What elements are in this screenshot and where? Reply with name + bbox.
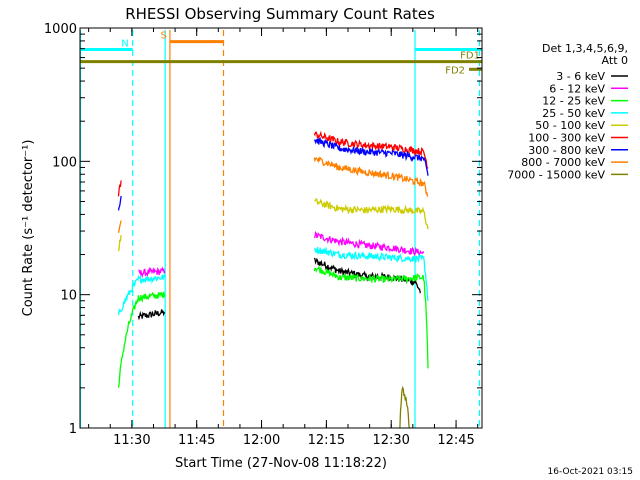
series-line-6-12-kev bbox=[138, 266, 166, 279]
series-line-12-25-kev bbox=[117, 291, 166, 388]
x-tick-label: 12:00 bbox=[243, 433, 280, 448]
annotation-spans: N S FD1 FD2 bbox=[80, 31, 482, 76]
annotation-label-n: N bbox=[121, 38, 128, 49]
series-line-50-100-kev bbox=[314, 198, 429, 230]
series-line-50-100-kev bbox=[117, 234, 122, 252]
annotation-label-fd2: FD2 bbox=[445, 65, 465, 76]
series-line-800-7000-kev bbox=[313, 156, 429, 197]
legend-label-12-25-kev: 12 - 25 keV bbox=[542, 95, 605, 108]
series-line-100-300-kev bbox=[313, 130, 429, 170]
series-line-6-12-kev bbox=[313, 230, 425, 258]
series-line-300-800-kev bbox=[117, 195, 122, 211]
legend-label-6-12-kev: 6 - 12 keV bbox=[549, 82, 605, 95]
series-line-12-25-kev bbox=[313, 265, 429, 369]
series-layer bbox=[117, 130, 429, 429]
legend-label-800-7000-kev: 800 - 7000 keV bbox=[521, 156, 605, 169]
legend-label-50-100-kev: 50 - 100 keV bbox=[535, 119, 605, 132]
y-tick-label: 1 bbox=[69, 422, 77, 437]
annotation-label-s: S bbox=[161, 31, 167, 42]
legend-header-line-2: Att 0 bbox=[602, 54, 628, 67]
y-axis-label: Count Rate (s⁻¹ detector⁻¹) bbox=[21, 140, 36, 317]
series-line-7000-15000-kev bbox=[399, 385, 411, 429]
footer-timestamp: 16-Oct-2021 03:15 bbox=[548, 467, 633, 477]
x-axis-label: Start Time (27-Nov-08 11:18:22) bbox=[175, 456, 387, 471]
chart-title: RHESSI Observing Summary Count Rates bbox=[125, 5, 435, 23]
y-tick-label: 10 bbox=[60, 289, 77, 304]
series-line-3-6-kev bbox=[137, 309, 166, 321]
series-line-800-7000-kev bbox=[117, 220, 122, 233]
plot-frame bbox=[79, 27, 483, 429]
annotation-label-fd1: FD1 bbox=[460, 51, 480, 62]
y-axis: 1 10 100 1000 bbox=[44, 22, 482, 437]
y-tick-label: 1000 bbox=[44, 22, 77, 37]
x-tick-label: 12:30 bbox=[372, 433, 409, 448]
legend-header-line-1: Det 1,3,4,5,6,9, bbox=[542, 42, 628, 55]
series-line-25-50-kev bbox=[117, 274, 166, 316]
x-tick-label: 11:45 bbox=[178, 433, 215, 448]
legend-label-7000-15000-kev: 7000 - 15000 keV bbox=[507, 168, 605, 181]
legend-label-300-800-kev: 300 - 800 keV bbox=[528, 144, 605, 157]
y-tick-label: 100 bbox=[52, 155, 77, 170]
x-tick-label: 12:45 bbox=[437, 433, 474, 448]
series-line-25-50-kev bbox=[314, 246, 429, 301]
series-line-100-300-kev bbox=[117, 180, 122, 197]
series-line-300-800-kev bbox=[313, 136, 429, 176]
legend-label-100-300-kev: 100 - 300 keV bbox=[528, 132, 605, 145]
legend-label-25-50-kev: 25 - 50 keV bbox=[542, 107, 605, 120]
x-tick-label: 12:15 bbox=[308, 433, 345, 448]
x-tick-label: 11:30 bbox=[113, 433, 150, 448]
x-axis: 11:30 11:45 12:00 12:15 12:30 12:45 bbox=[88, 28, 479, 448]
legend-label-3-6-kev: 3 - 6 keV bbox=[556, 70, 605, 83]
